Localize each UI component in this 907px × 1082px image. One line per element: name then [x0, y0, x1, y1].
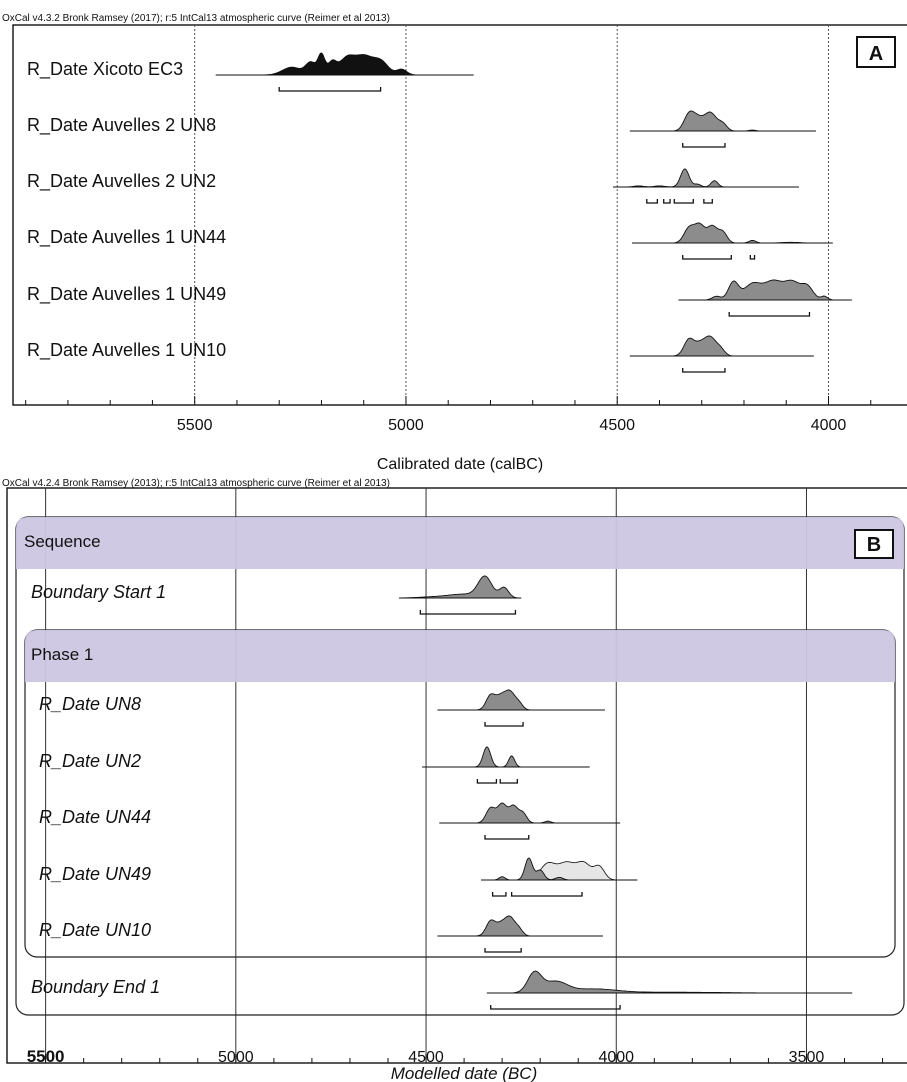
range-95-bracket	[278, 87, 382, 92]
range-95-bracket	[510, 892, 583, 897]
range-95-bracket	[682, 368, 726, 373]
panel-a-reference-lines	[194, 25, 829, 405]
range-95-bracket	[491, 892, 507, 897]
panel-a-x-axis: 5500 5000 4500 4000	[25, 396, 872, 434]
series-density	[215, 52, 474, 76]
series-label: R_Date Auvelles 1 UN44	[27, 227, 226, 248]
range-95-bracket	[673, 199, 694, 204]
series-r-date-auvelles-2-un8: R_Date Auvelles 2 UN8	[27, 110, 816, 148]
panel-a: OxCal v4.3.2 Bronk Ramsey (2017); r:5 In…	[2, 13, 907, 473]
panel-b-frame	[6, 487, 907, 1064]
panel-b-header: OxCal v4.2.4 Bronk Ramsey (2013); r:5 In…	[2, 478, 390, 489]
series-label: R_Date UN10	[39, 920, 151, 940]
tick-label-5000: 5000	[218, 1049, 254, 1066]
tick-label-5000: 5000	[388, 417, 424, 434]
range-95-bracket	[682, 255, 732, 260]
sequence-header-band	[16, 517, 904, 569]
series-density	[437, 689, 605, 711]
series-label: Boundary End 1	[31, 977, 160, 997]
series-density	[486, 970, 853, 994]
tick-label-3500: 3500	[789, 1049, 825, 1066]
series-r-date-un44: R_Date UN44	[39, 802, 621, 840]
series-density	[678, 279, 852, 301]
panel-a-series: R_Date Xicoto EC3 R_Date Auvelles 2 UN8 R_…	[27, 52, 852, 373]
series-r-date-auvelles-1-un44: R_Date Auvelles 1 UN44	[27, 222, 833, 260]
tick-label-4500: 4500	[408, 1049, 444, 1066]
range-95-bracket	[490, 1005, 621, 1010]
series-density	[439, 802, 621, 824]
phase-label: Phase 1	[31, 645, 93, 664]
panel-b-badge	[854, 529, 894, 559]
series-label: R_Date Auvelles 1 UN10	[27, 340, 226, 361]
panel-a-header: OxCal v4.3.2 Bronk Ramsey (2017); r:5 In…	[2, 13, 390, 24]
series-label: R_Date UN8	[39, 694, 141, 714]
series-r-date-auvelles-1-un10: R_Date Auvelles 1 UN10	[27, 335, 814, 373]
range-95-bracket	[484, 835, 530, 840]
series-label: R_Date UN49	[39, 864, 151, 884]
series-density	[632, 222, 833, 244]
panel-b-letter: B	[867, 534, 881, 556]
tick-label-4000: 4000	[598, 1049, 634, 1066]
panel-b-reference-lines	[45, 488, 807, 1063]
series-density	[422, 746, 590, 768]
series-label: R_Date Auvelles 2 UN8	[27, 115, 216, 136]
panel-b-x-axis-title: Modelled date (BC)	[391, 1064, 537, 1082]
series-density	[437, 915, 603, 937]
sequence-label: Sequence	[24, 532, 101, 551]
tick-label-5500: 5500	[177, 417, 213, 434]
phase-header-band	[25, 630, 895, 682]
series-label: Boundary Start 1	[31, 582, 166, 602]
series-density	[613, 168, 799, 188]
series-r-date-un8: R_Date UN8	[39, 689, 605, 727]
series-label: R_Date Auvelles 1 UN49	[27, 284, 226, 305]
range-95-bracket	[646, 199, 659, 204]
range-95-bracket	[749, 255, 756, 260]
tick-label-4000: 4000	[811, 417, 847, 434]
series-r-date-xicoto-ec3: R_Date Xicoto EC3	[27, 52, 474, 92]
tick-label-4500: 4500	[599, 417, 635, 434]
range-95-bracket	[663, 199, 671, 204]
series-boundary-end-1: Boundary End 1	[31, 970, 853, 1010]
range-95-bracket	[484, 722, 524, 727]
series-density	[629, 335, 814, 357]
series-label: R_Date UN44	[39, 807, 151, 827]
panel-a-frame	[12, 24, 907, 406]
series-label: R_Date Auvelles 2 UN2	[27, 171, 216, 192]
range-95-bracket	[728, 312, 811, 317]
panel-b: OxCal v4.2.4 Bronk Ramsey (2013); r:5 In…	[2, 478, 907, 1082]
series-label: R_Date UN2	[39, 751, 141, 771]
panel-a-x-axis-title: Calibrated date (calBC)	[377, 456, 543, 473]
series-r-date-un49: R_Date UN49	[39, 857, 638, 897]
panel-a-letter: A	[869, 43, 883, 65]
series-boundary-start-1: Boundary Start 1	[31, 575, 522, 615]
panel-a-badge	[856, 36, 896, 68]
series-r-date-auvelles-2-un2: R_Date Auvelles 2 UN2	[27, 168, 799, 204]
series-density	[398, 575, 522, 599]
range-95-bracket	[499, 779, 518, 784]
range-95-bracket	[682, 143, 726, 148]
series-r-date-auvelles-1-un49: R_Date Auvelles 1 UN49	[27, 279, 852, 317]
panel-b-series: Boundary Start 1 R_Date UN8 R_Date UN2 R_Da…	[31, 575, 853, 1010]
panel-b-x-axis: 5500 5000 4500 4000 3500	[27, 1047, 884, 1066]
series-r-date-un2: R_Date UN2	[39, 746, 590, 784]
tick-label-5500: 5500	[27, 1047, 65, 1066]
range-95-bracket	[476, 779, 498, 784]
range-95-bracket	[703, 199, 713, 204]
range-95-bracket	[419, 610, 517, 615]
series-label: R_Date Xicoto EC3	[27, 59, 183, 80]
range-95-bracket	[484, 948, 522, 953]
series-density	[481, 857, 638, 881]
series-density	[629, 110, 816, 132]
series-r-date-un10: R_Date UN10	[39, 915, 603, 953]
